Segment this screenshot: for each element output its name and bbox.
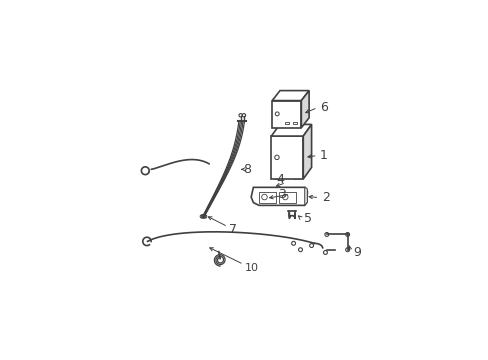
Text: 7: 7 — [229, 223, 237, 236]
Polygon shape — [303, 125, 311, 179]
Text: 4: 4 — [276, 172, 284, 185]
Bar — [278, 192, 295, 203]
Polygon shape — [304, 187, 307, 205]
Polygon shape — [272, 91, 308, 100]
Text: 6: 6 — [319, 101, 327, 114]
Text: 1: 1 — [319, 149, 327, 162]
Bar — [259, 192, 275, 203]
Bar — [271, 136, 303, 179]
Polygon shape — [251, 187, 307, 205]
Text: 3: 3 — [277, 188, 285, 201]
Text: 10: 10 — [244, 263, 259, 273]
Text: 9: 9 — [352, 246, 360, 259]
Text: 5: 5 — [304, 212, 311, 225]
Polygon shape — [301, 91, 308, 128]
Text: 2: 2 — [322, 191, 329, 204]
Bar — [292, 122, 296, 125]
Text: 8: 8 — [243, 163, 251, 176]
Bar — [272, 100, 301, 128]
Bar — [284, 122, 288, 125]
Polygon shape — [271, 125, 311, 136]
